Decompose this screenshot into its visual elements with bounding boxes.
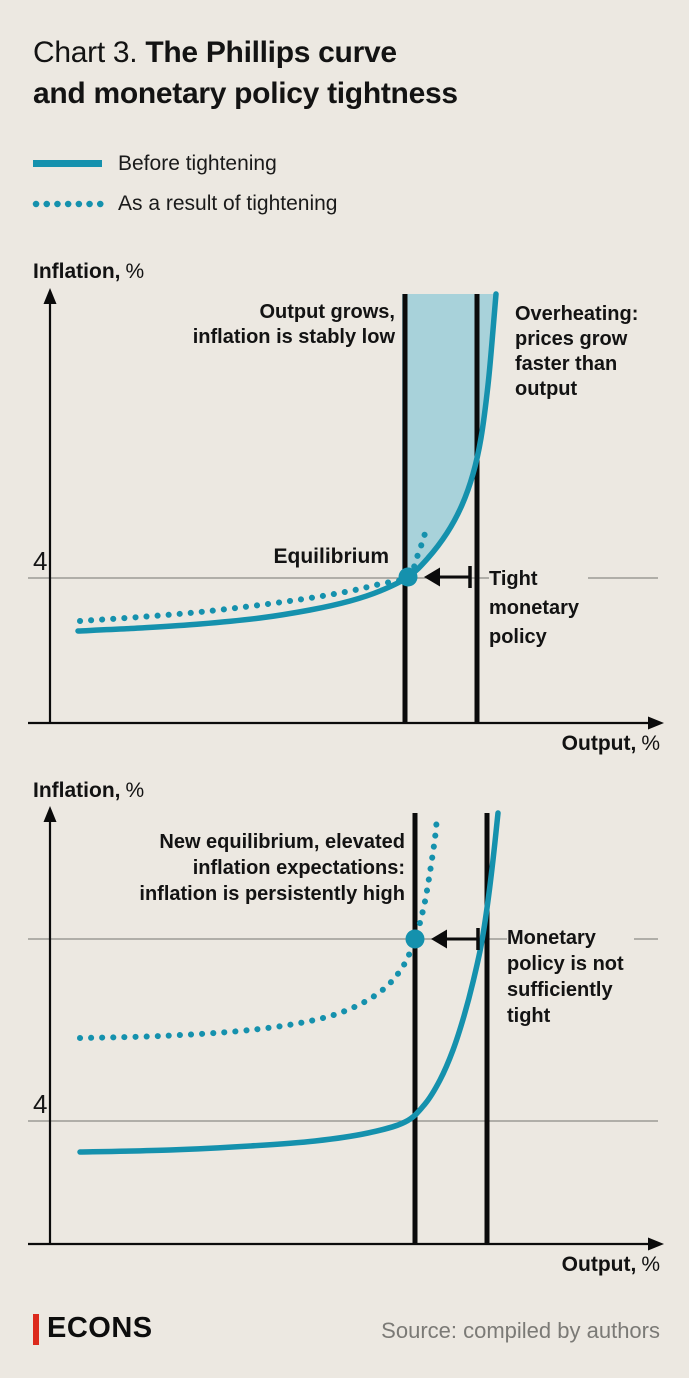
annotation-overheating: Overheating: prices grow faster than out… <box>515 303 639 400</box>
title-line-2: and monetary policy tightness <box>33 77 458 110</box>
source-credit: Source: compiled by authors <box>381 1318 660 1343</box>
x-axis-arrowhead <box>648 716 664 730</box>
y-tick-4-bottom-chart: 4 <box>33 1089 48 1119</box>
x-axis-unit: % <box>641 732 660 755</box>
x-axis-label-text: Output, <box>561 1253 637 1276</box>
y-axis-label-text: Inflation, <box>33 260 121 283</box>
after-tightening-curve <box>77 813 440 1041</box>
page-title: Chart 3. The Phillips curve and monetary… <box>33 32 458 114</box>
tightness-arrow-head <box>431 929 447 949</box>
y-axis-arrowhead <box>43 288 57 304</box>
annotation-tight-monetary-policy: Tight monetary policy <box>489 565 589 656</box>
x-axis-arrowhead <box>648 1237 664 1251</box>
y-axis-label-text: Inflation, <box>33 779 121 802</box>
before-tightening-curve <box>75 291 499 634</box>
phillips-chart-before <box>28 288 664 730</box>
x-axis-label-bottom-chart: Output,% <box>562 1253 660 1277</box>
before-tightening-curve <box>77 810 501 1155</box>
y-axis-unit: % <box>125 779 145 802</box>
legend-solid-line-swatch <box>33 160 102 167</box>
annotation-equilibrium: Equilibrium <box>273 545 390 568</box>
annotation-policy-not-tight: Monetary policy is not sufficiently tigh… <box>507 925 634 1033</box>
equilibrium-point <box>405 929 425 949</box>
tightness-arrow-head <box>424 567 440 587</box>
y-axis-unit: % <box>125 260 145 283</box>
phillips-chart-after <box>28 806 664 1251</box>
annotation-new-equilibrium: New equilibrium, elevated inflation expe… <box>139 831 405 905</box>
x-axis-label-top-chart: Output,% <box>562 732 660 756</box>
legend-label-result-of-tightening: As a result of tightening <box>118 192 338 215</box>
y-axis-label-top-chart: Inflation,% <box>33 260 144 284</box>
title-main: The Phillips curve <box>145 36 397 69</box>
overheating-shaded-zone <box>402 294 496 577</box>
y-axis-label-bottom-chart: Inflation,% <box>33 779 144 803</box>
title-line-1: Chart 3. The Phillips curve <box>33 32 458 73</box>
y-axis-arrowhead <box>43 806 57 822</box>
brand-red-bar <box>33 1314 39 1345</box>
equilibrium-point <box>398 567 418 587</box>
annotation-output-grows: Output grows, inflation is stably low <box>192 301 395 348</box>
brand-logo-econs: ECONS <box>47 1312 153 1344</box>
legend-dotted-line-swatch <box>32 200 105 208</box>
x-axis-label-text: Output, <box>561 732 637 755</box>
x-axis-unit: % <box>641 1253 660 1276</box>
after-tightening-curve <box>77 523 430 624</box>
y-tick-4-top-chart: 4 <box>33 546 48 576</box>
legend-label-before-tightening: Before tightening <box>118 152 277 175</box>
title-prefix: Chart 3. <box>33 36 138 69</box>
